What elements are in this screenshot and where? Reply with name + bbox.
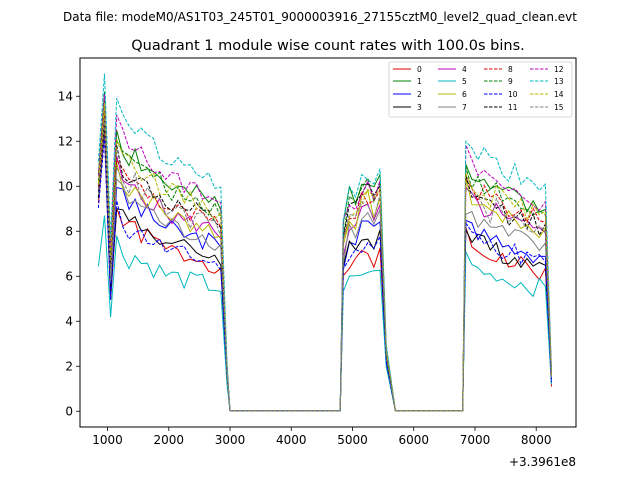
y-tick-label: 12 bbox=[58, 134, 73, 148]
legend-label-15: 15 bbox=[554, 103, 564, 112]
series-line-15 bbox=[97, 118, 552, 412]
legend-label-12: 12 bbox=[554, 65, 564, 74]
series-line-9 bbox=[97, 100, 552, 412]
legend-label-8: 8 bbox=[508, 65, 513, 74]
chart-title: Quadrant 1 module wise count rates with … bbox=[131, 38, 525, 54]
series-line-4 bbox=[97, 107, 552, 412]
y-tick-label: 4 bbox=[65, 314, 73, 328]
series-layer bbox=[97, 73, 552, 412]
x-tick-label: 3000 bbox=[215, 433, 246, 447]
series-line-7 bbox=[97, 120, 552, 412]
plot-area bbox=[79, 57, 577, 428]
legend-box bbox=[388, 61, 573, 118]
series-line-11 bbox=[97, 120, 552, 412]
legend-label-2: 2 bbox=[417, 90, 422, 99]
series-line-10 bbox=[97, 136, 552, 412]
legend-label-1: 1 bbox=[417, 77, 422, 86]
x-offset-label: +3.3961e8 bbox=[509, 455, 576, 469]
series-line-0 bbox=[97, 129, 552, 412]
y-tick-label: 2 bbox=[65, 359, 73, 373]
series-line-2 bbox=[97, 114, 552, 412]
legend-label-10: 10 bbox=[508, 90, 518, 99]
series-line-1 bbox=[97, 91, 552, 412]
series-line-5 bbox=[97, 215, 552, 412]
x-tick-label: 1000 bbox=[92, 433, 123, 447]
x-tick-label: 4000 bbox=[276, 433, 307, 447]
legend-label-13: 13 bbox=[554, 77, 564, 86]
y-tick-label: 6 bbox=[65, 269, 73, 283]
legend-label-0: 0 bbox=[417, 65, 422, 74]
legend-label-5: 5 bbox=[462, 77, 467, 86]
legend-label-11: 11 bbox=[508, 103, 518, 112]
x-tick-label: 6000 bbox=[398, 433, 429, 447]
y-tick-label: 0 bbox=[65, 404, 73, 418]
legend-label-9: 9 bbox=[508, 77, 513, 86]
x-axis: 1000 2000 3000 4000 5000 6000 7000 8000 bbox=[92, 427, 551, 447]
series-line-13 bbox=[97, 73, 552, 412]
legend-label-14: 14 bbox=[554, 90, 564, 99]
series-line-3 bbox=[97, 123, 552, 412]
series-line-8 bbox=[97, 109, 552, 412]
legend-label-4: 4 bbox=[462, 65, 467, 74]
y-tick-label: 14 bbox=[58, 89, 73, 103]
x-tick-label: 2000 bbox=[154, 433, 185, 447]
legend-label-3: 3 bbox=[417, 103, 422, 112]
y-tick-label: 10 bbox=[58, 179, 73, 193]
y-axis: 0 2 4 6 8 10 12 14 bbox=[58, 89, 80, 418]
x-tick-label: 8000 bbox=[521, 433, 552, 447]
x-tick-label: 5000 bbox=[337, 433, 368, 447]
x-tick-label: 7000 bbox=[460, 433, 491, 447]
axes-frame bbox=[79, 57, 577, 428]
y-tick-label: 8 bbox=[65, 224, 73, 238]
series-line-6 bbox=[97, 105, 552, 412]
figure-suptitle: Data file: modeM0/AS1T03_245T01_90000039… bbox=[63, 10, 577, 24]
legend-label-6: 6 bbox=[462, 90, 467, 99]
legend-label-7: 7 bbox=[462, 103, 467, 112]
